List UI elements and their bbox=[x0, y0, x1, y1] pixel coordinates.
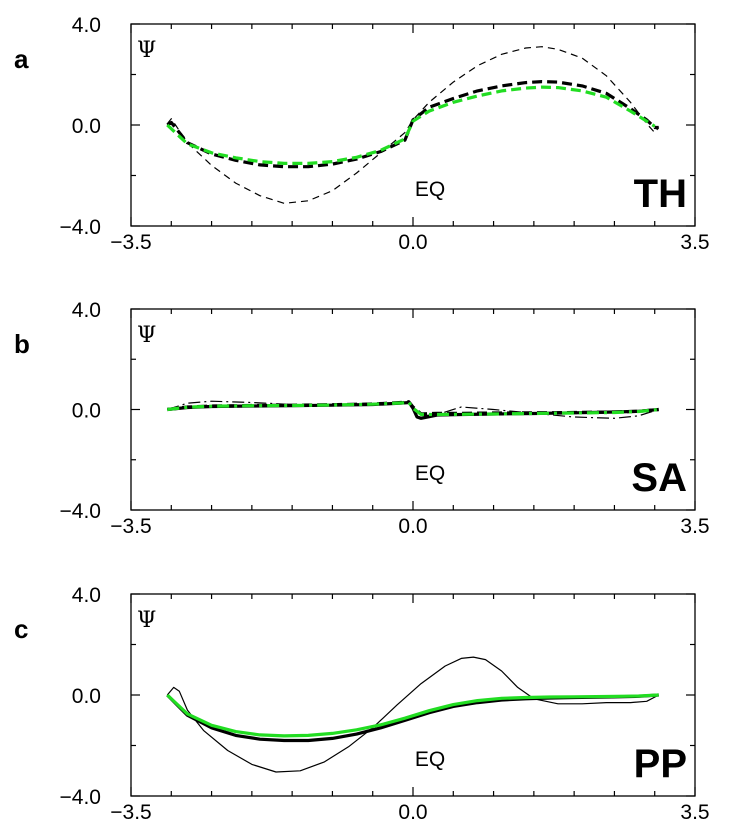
panel-tag: SA bbox=[631, 456, 687, 500]
y-tick-label: −4.0 bbox=[60, 500, 101, 523]
eq-annotation: EQ bbox=[415, 748, 445, 771]
y-tick-label: 0.0 bbox=[72, 685, 101, 708]
y-axis-label: Ψ bbox=[137, 608, 156, 633]
x-tick-marks bbox=[130, 594, 696, 796]
y-tick-label: 0.0 bbox=[72, 400, 101, 423]
panel-b: −3.5 0.0 3.5 4.0 0.0 −4.0 b Ψ EQ SA bbox=[14, 299, 710, 538]
x-tick-marks bbox=[130, 24, 696, 226]
panel-c: −3.5 0.0 3.5 4.0 0.0 −4.0 c Ψ EQ PP bbox=[14, 584, 710, 824]
y-tick-marks bbox=[131, 593, 695, 797]
series-line-1 bbox=[166, 656, 659, 773]
panel-label: c bbox=[14, 614, 28, 644]
y-tick-label: 4.0 bbox=[72, 584, 101, 607]
y-tick-label: 4.0 bbox=[72, 299, 101, 322]
eq-annotation: EQ bbox=[415, 178, 445, 201]
y-tick-label: 4.0 bbox=[72, 14, 101, 37]
series-line-2 bbox=[166, 80, 659, 169]
y-tick-label: −4.0 bbox=[60, 216, 101, 239]
x-tick-label: 0.0 bbox=[398, 801, 427, 824]
panel-a: −3.5 0.0 3.5 4.0 0.0 −4.0 a Ψ EQ TH bbox=[14, 14, 710, 254]
x-tick-label: −3.5 bbox=[110, 801, 151, 824]
x-tick-label: 3.5 bbox=[680, 801, 709, 824]
series-line-4 bbox=[167, 400, 659, 417]
series-line-3 bbox=[167, 400, 659, 416]
y-tick-marks bbox=[131, 23, 695, 227]
x-tick-label: 0.0 bbox=[398, 515, 427, 538]
panel-tag: PP bbox=[634, 742, 687, 786]
y-axis-label: Ψ bbox=[137, 323, 156, 348]
y-axis-label: Ψ bbox=[137, 38, 156, 63]
x-tick-label: −3.5 bbox=[110, 231, 151, 254]
series-line-3 bbox=[166, 693, 659, 738]
x-tick-label: 3.5 bbox=[680, 231, 709, 254]
series-line-3 bbox=[166, 85, 656, 165]
plot-frame bbox=[130, 23, 696, 227]
x-tick-label: 3.5 bbox=[680, 515, 709, 538]
eq-annotation: EQ bbox=[415, 462, 445, 485]
x-tick-label: −3.5 bbox=[110, 515, 151, 538]
y-tick-label: −4.0 bbox=[60, 786, 101, 809]
x-tick-marks bbox=[130, 309, 696, 510]
x-tick-label: 0.0 bbox=[398, 231, 427, 254]
panel-tag: TH bbox=[634, 172, 687, 216]
panel-label: b bbox=[14, 329, 30, 359]
y-tick-marks bbox=[131, 308, 695, 511]
panel-label: a bbox=[14, 44, 29, 74]
y-tick-label: 0.0 bbox=[72, 115, 101, 138]
series-line-1 bbox=[166, 46, 660, 204]
